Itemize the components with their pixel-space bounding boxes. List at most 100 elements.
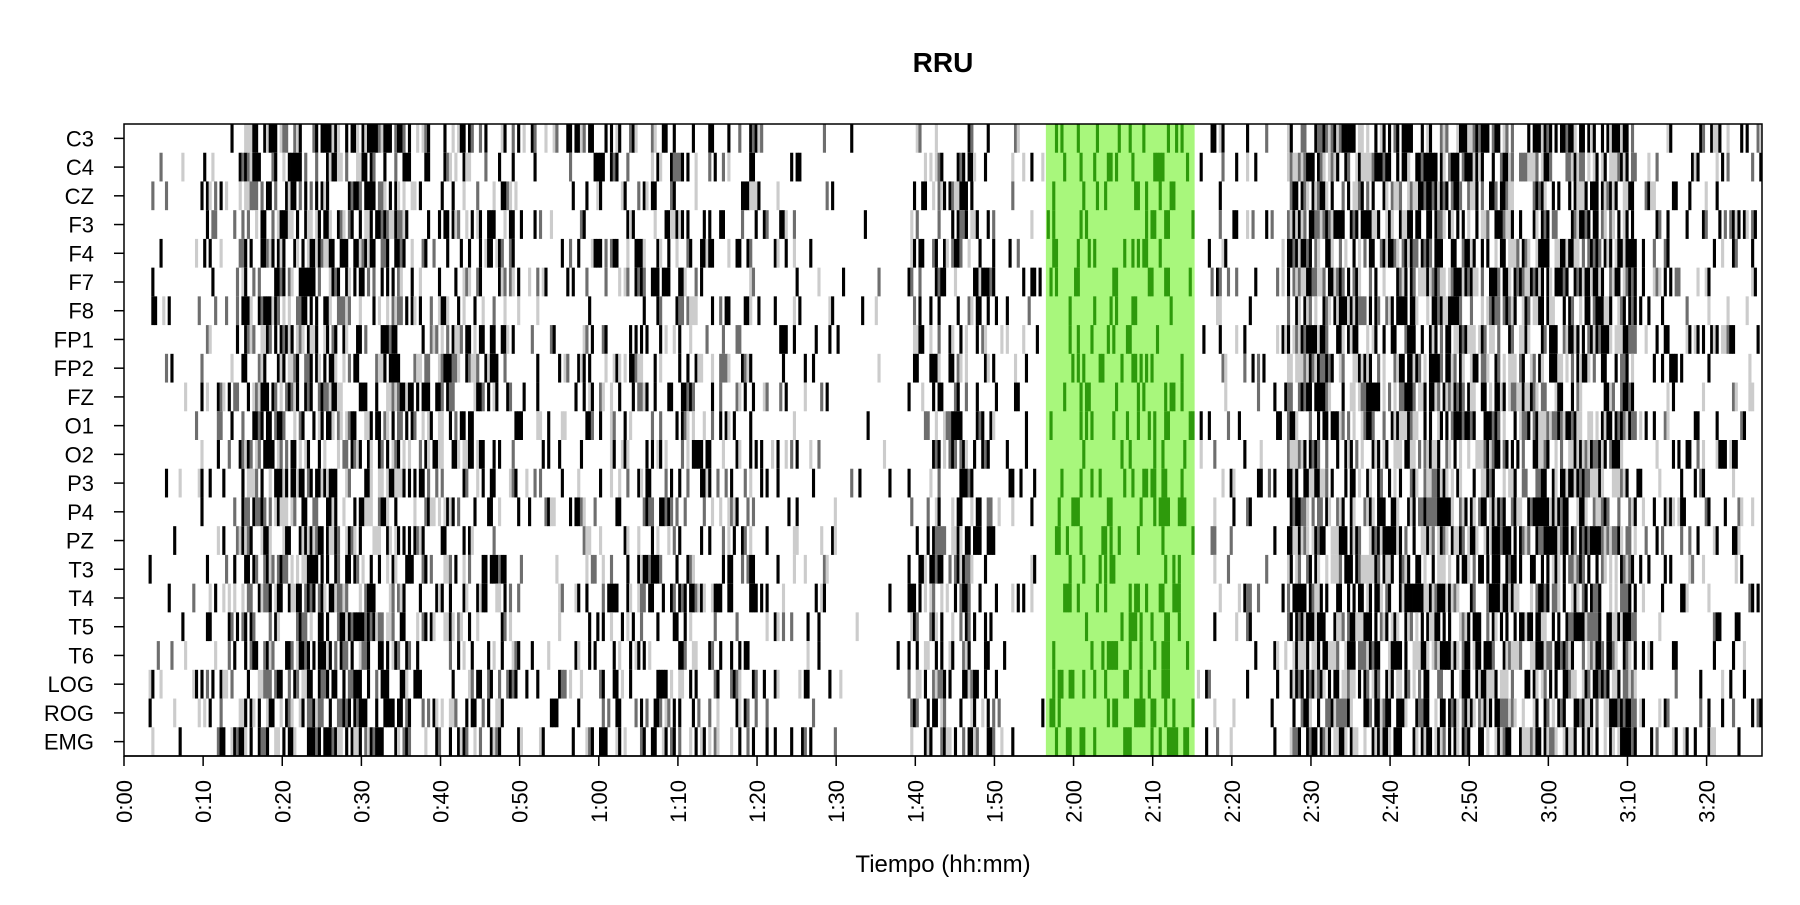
heatmap-cell [1544, 584, 1547, 613]
heatmap-cell [1200, 440, 1203, 469]
heatmap-cell [716, 469, 719, 498]
heatmap-cell [1522, 354, 1525, 383]
heatmap-cell [1331, 124, 1334, 153]
heatmap-cell [558, 440, 561, 469]
heatmap-cell [1511, 641, 1514, 670]
heatmap-cell [659, 670, 662, 699]
heatmap-cell [233, 727, 236, 756]
heatmap-cell [1590, 239, 1593, 268]
heatmap-cell [1604, 727, 1607, 756]
heatmap-cell [1560, 239, 1563, 268]
heatmap-cell [1344, 555, 1347, 584]
heatmap-cell [1145, 210, 1148, 239]
heatmap-cell [269, 612, 272, 641]
x-tick-label: 0:10 [191, 780, 216, 823]
heatmap-cell [1287, 440, 1290, 469]
heatmap-cell [1519, 526, 1522, 555]
heatmap-cell [785, 440, 788, 469]
heatmap-cell [285, 181, 288, 210]
heatmap-cell [1292, 440, 1295, 469]
heatmap-cell [512, 239, 515, 268]
heatmap-cell [463, 181, 466, 210]
heatmap-cell [555, 555, 558, 584]
heatmap-cell [1524, 727, 1527, 756]
heatmap-cell [1585, 670, 1588, 699]
heatmap-cell [738, 440, 741, 469]
heatmap-cell [1303, 124, 1306, 153]
heatmap-cell [1470, 497, 1473, 526]
heatmap-cell [1642, 699, 1645, 728]
heatmap-cell [1399, 469, 1402, 498]
heatmap-cell [613, 440, 616, 469]
heatmap-cell [280, 670, 283, 699]
heatmap-cell [1544, 670, 1547, 699]
heatmap-cell [1404, 584, 1407, 613]
heatmap-cell [1628, 411, 1631, 440]
heatmap-cell [801, 727, 804, 756]
heatmap-cell [626, 239, 629, 268]
heatmap-cell [495, 383, 498, 412]
heatmap-cell [1380, 699, 1383, 728]
heatmap-cell [329, 641, 332, 670]
heatmap-cell [1301, 239, 1304, 268]
heatmap-cell [1437, 612, 1440, 641]
heatmap-cell [261, 354, 264, 383]
heatmap-cell [1399, 555, 1402, 584]
heatmap-cell [241, 210, 244, 239]
heatmap-cell [1145, 469, 1148, 498]
heatmap-cell [315, 239, 318, 268]
heatmap-cell [1402, 210, 1405, 239]
heatmap-cell [457, 296, 460, 325]
heatmap-cell [323, 210, 326, 239]
heatmap-cell [1388, 210, 1391, 239]
heatmap-cell [512, 268, 515, 297]
heatmap-cell [157, 641, 160, 670]
heatmap-cell [1317, 612, 1320, 641]
heatmap-cell [1604, 354, 1607, 383]
heatmap-cell [1552, 497, 1555, 526]
heatmap-cell [1320, 670, 1323, 699]
heatmap-cell [1757, 699, 1760, 728]
heatmap-cell [1661, 354, 1664, 383]
heatmap-cell [1372, 325, 1375, 354]
heatmap-cell [1350, 555, 1353, 584]
heatmap-cell [1500, 699, 1503, 728]
heatmap-cell [1606, 325, 1609, 354]
heatmap-cell [274, 153, 277, 182]
heatmap-cell [304, 584, 307, 613]
heatmap-cell [261, 497, 264, 526]
heatmap-cell [370, 239, 373, 268]
heatmap-cell [1205, 727, 1208, 756]
heatmap-cell [1273, 641, 1276, 670]
heatmap-cell [301, 325, 304, 354]
heatmap-cell [1443, 153, 1446, 182]
heatmap-cell [1317, 153, 1320, 182]
heatmap-cell [321, 670, 324, 699]
heatmap-cell [1413, 641, 1416, 670]
heatmap-cell [1287, 239, 1290, 268]
heatmap-cell [1306, 469, 1309, 498]
heatmap-cell [392, 612, 395, 641]
heatmap-cell [427, 497, 430, 526]
heatmap-cell [383, 210, 386, 239]
heatmap-cell [449, 497, 452, 526]
heatmap-cell [1538, 268, 1541, 297]
heatmap-cell [1058, 670, 1061, 699]
heatmap-cell [938, 296, 941, 325]
heatmap-cell [370, 210, 373, 239]
heatmap-cell [1716, 124, 1719, 153]
heatmap-cell [1557, 641, 1560, 670]
heatmap-cell [400, 239, 403, 268]
heatmap-cell [1694, 411, 1697, 440]
heatmap-cell [645, 469, 648, 498]
heatmap-cell [1434, 440, 1437, 469]
heatmap-cell [665, 699, 668, 728]
heatmap-cell [1309, 239, 1312, 268]
heatmap-cell [1494, 268, 1497, 297]
heatmap-cell [381, 612, 384, 641]
heatmap-cell [550, 497, 553, 526]
heatmap-cell [318, 383, 321, 412]
heatmap-cell [1555, 383, 1558, 412]
heatmap-cell [864, 210, 867, 239]
heatmap-cell [1093, 239, 1096, 268]
